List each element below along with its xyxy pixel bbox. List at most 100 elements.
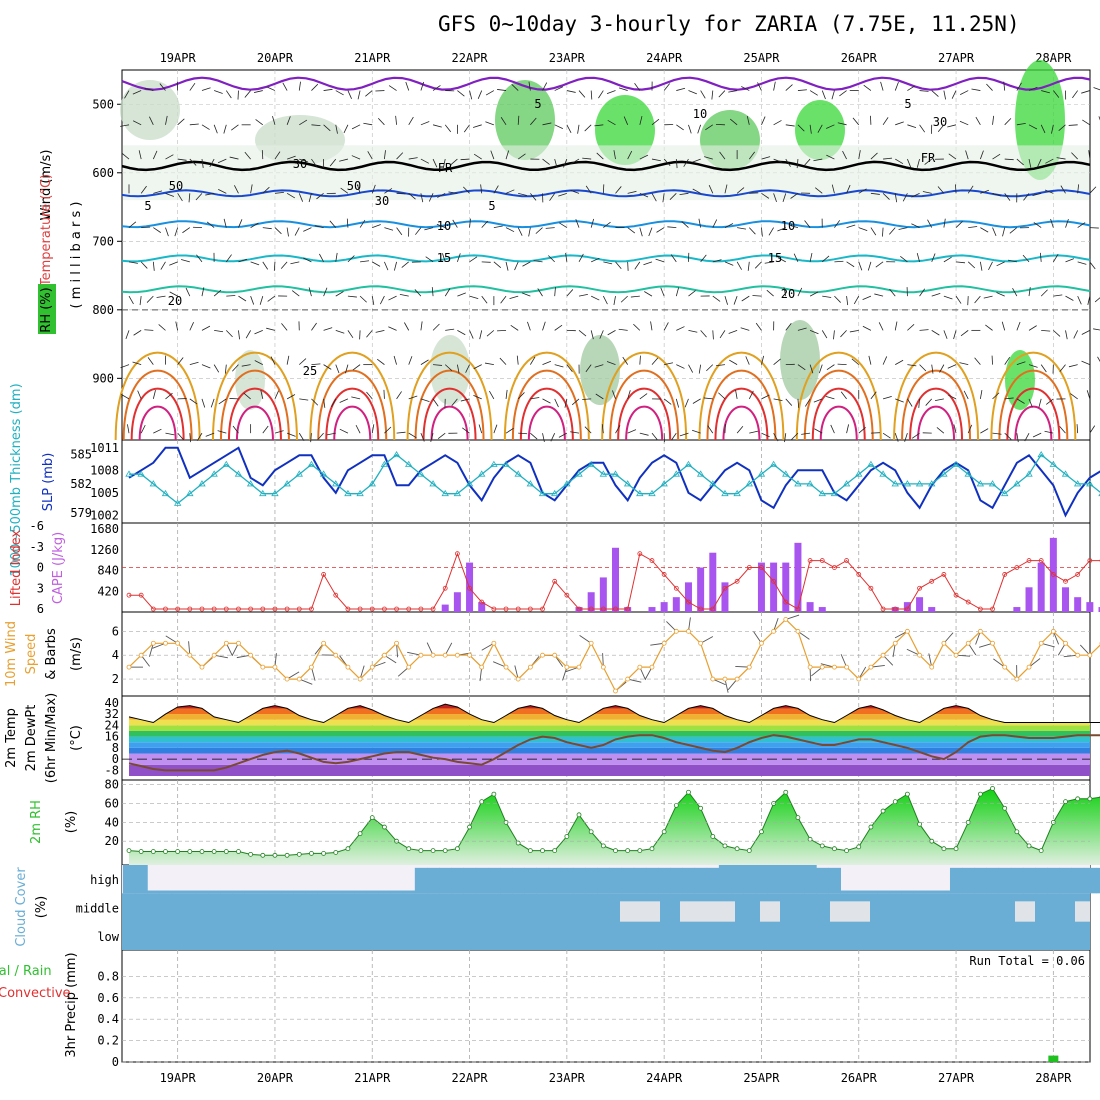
li-point — [746, 565, 752, 570]
wind-barb — [343, 124, 349, 134]
wind-barb — [831, 184, 835, 194]
date-label-bottom: 27APR — [938, 1071, 975, 1085]
wind-barb — [205, 192, 215, 196]
wind-point — [163, 640, 168, 646]
wind-barb — [505, 227, 515, 233]
ytick-label-precip: 0.2 — [97, 1034, 119, 1048]
wind-barb — [919, 364, 927, 372]
wind-barb — [643, 261, 653, 266]
wind-point — [819, 664, 825, 670]
wind-barb — [147, 357, 154, 365]
wind-barb — [907, 324, 915, 331]
wind-barb — [1041, 329, 1051, 332]
wind-barb — [282, 82, 288, 91]
ytick-label-upper: 800 — [92, 303, 114, 317]
li-point — [223, 606, 229, 612]
wind-barb — [518, 192, 528, 196]
wind-point — [552, 652, 558, 658]
cloud-high-bar — [305, 890, 319, 894]
rh-point — [1014, 829, 1020, 835]
wind-barb — [460, 398, 470, 402]
ytick-label-thickness: 582 — [70, 477, 92, 491]
cloud-mid-gap — [620, 901, 660, 922]
wind-barb — [477, 90, 483, 99]
cape-bar — [672, 597, 680, 612]
cloud-high-bar — [974, 867, 987, 894]
wind-point — [357, 676, 363, 682]
li-point — [1038, 558, 1044, 563]
li-point — [576, 606, 582, 612]
wind-barb — [505, 261, 509, 271]
li-point — [929, 578, 935, 584]
wind-barb — [863, 84, 872, 91]
wind-barb — [1016, 398, 1025, 404]
wind-barb — [782, 193, 787, 203]
rh-point — [868, 824, 874, 830]
wind-barb — [627, 190, 637, 194]
wind-barb — [1077, 184, 1080, 194]
li-point — [819, 558, 825, 563]
wind-barb — [623, 116, 629, 125]
cape-bar — [770, 562, 778, 612]
thickness-point — [696, 470, 705, 477]
cape-bar — [1037, 562, 1045, 612]
li-point — [637, 551, 643, 557]
cloud-high-bar — [1022, 867, 1036, 894]
wind-barb — [803, 158, 811, 167]
ytick-label-temp: 24 — [105, 718, 119, 732]
wind-barb — [548, 255, 555, 263]
wind-barb — [272, 116, 276, 125]
wind-barb — [882, 117, 889, 126]
wind-barb — [947, 364, 957, 369]
wind-barb — [852, 117, 860, 126]
wind-barb — [706, 364, 714, 372]
cloud-high-bar — [572, 867, 586, 894]
cloud-high-bar — [135, 865, 148, 894]
wind-barb — [140, 424, 146, 434]
wind-barb — [784, 433, 787, 443]
wind-barb — [996, 292, 1005, 297]
wind-barb — [493, 261, 502, 268]
wind-barb — [182, 227, 191, 234]
temp-band — [129, 725, 1090, 731]
wind-barb — [1077, 295, 1082, 305]
wind-barb — [1009, 227, 1018, 234]
li-point — [613, 606, 618, 612]
thickness-point — [246, 480, 255, 487]
rh-point — [527, 848, 533, 853]
contour-label: 5 — [488, 199, 495, 213]
wind-barb — [244, 90, 251, 98]
isotherm-20 — [121, 285, 1091, 294]
cape-bar — [684, 582, 692, 612]
ytick-label-li: 6 — [37, 602, 44, 616]
wind-barb — [1040, 124, 1046, 134]
wind-barb — [596, 152, 604, 160]
wind-barb — [676, 364, 685, 369]
wind-barb — [797, 124, 805, 132]
wind-barb — [656, 227, 665, 233]
rh-point — [369, 815, 375, 821]
wind-barb — [205, 432, 215, 437]
li-point — [333, 592, 339, 598]
wind-barb — [388, 85, 397, 91]
wind-barb — [339, 158, 349, 162]
wind-point — [296, 676, 302, 682]
wind-barb — [711, 90, 714, 100]
wind-barb — [1033, 222, 1042, 228]
wind-barb — [127, 424, 130, 434]
isotherm-arch — [714, 387, 769, 441]
wind-barb — [478, 424, 483, 434]
wind-barb — [874, 293, 884, 297]
wind-barb — [1022, 254, 1030, 263]
contour-label: 50 — [347, 179, 361, 193]
wind-barb — [254, 330, 263, 335]
rh-point — [515, 840, 521, 846]
li-point — [296, 606, 302, 612]
wind-barb — [566, 124, 572, 133]
wind-point — [807, 664, 813, 670]
wind-barb — [189, 398, 198, 405]
rh-point — [637, 848, 643, 853]
ytick-label-cape: 1680 — [90, 522, 119, 536]
date-label-bottom: 25APR — [743, 1071, 780, 1085]
wind-barb — [274, 191, 284, 194]
